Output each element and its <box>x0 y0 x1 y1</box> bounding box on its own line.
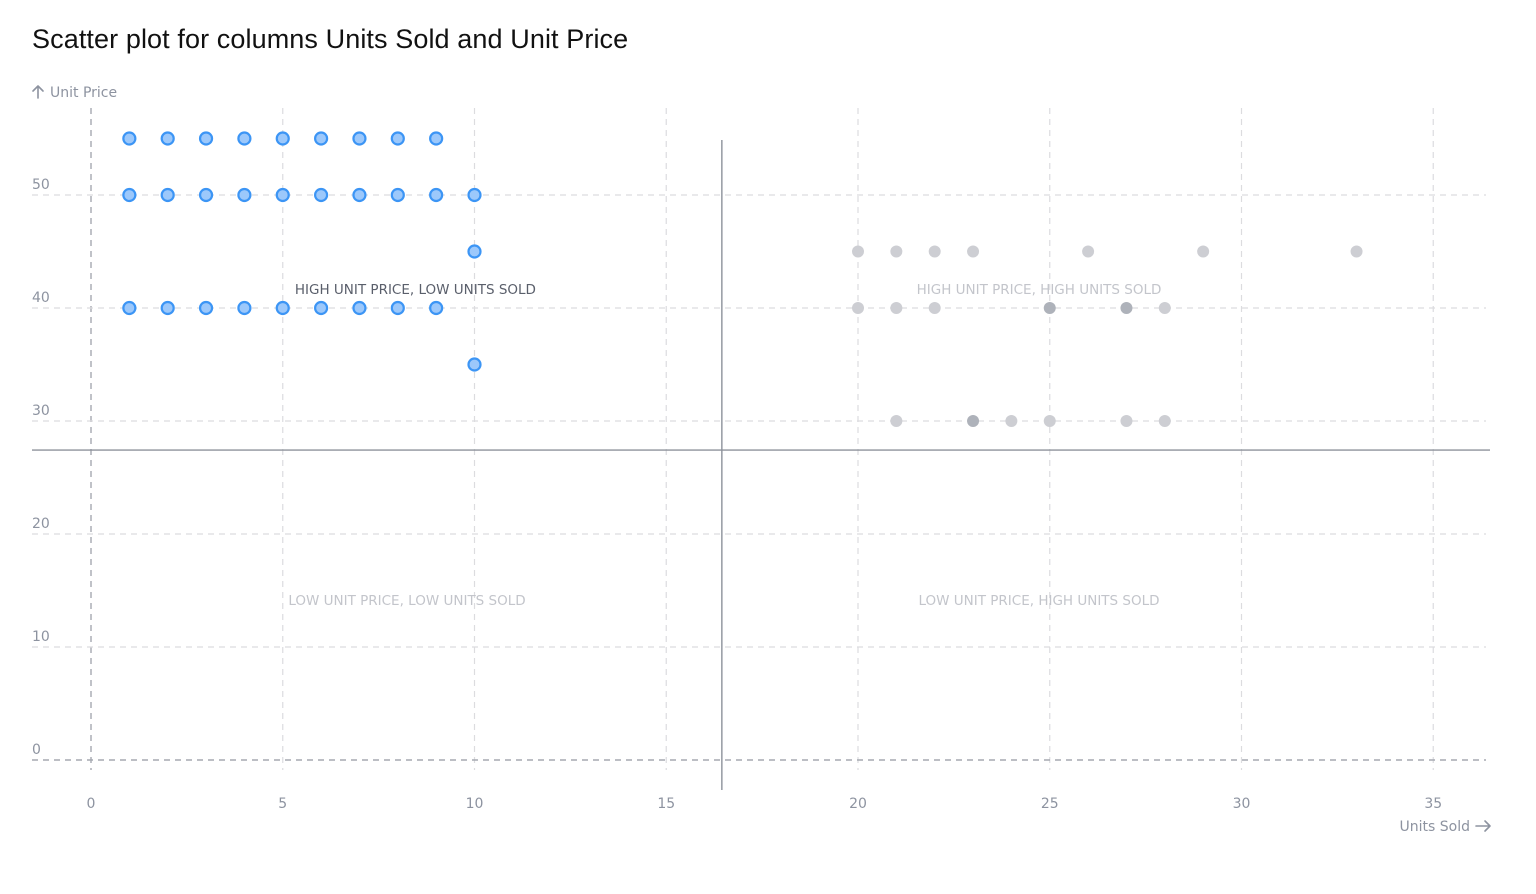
data-point-muted[interactable] <box>1005 415 1018 427</box>
y-tick-label: 20 <box>32 516 50 532</box>
data-point-highlighted[interactable] <box>275 131 290 146</box>
data-point-muted[interactable] <box>1350 245 1363 258</box>
data-point-muted[interactable] <box>852 302 864 314</box>
data-point-highlighted[interactable] <box>429 300 444 316</box>
data-point-highlighted[interactable] <box>352 131 367 146</box>
data-point-highlighted[interactable] <box>429 131 444 146</box>
data-point-highlighted[interactable] <box>237 187 252 203</box>
data-point-muted[interactable] <box>967 245 980 258</box>
data-point-highlighted[interactable] <box>275 187 290 203</box>
y-tick-label: 0 <box>32 742 41 758</box>
data-point-highlighted[interactable] <box>352 300 367 316</box>
quadrant-label-top-left: HIGH UNIT PRICE, LOW UNITS SOLD <box>295 282 536 298</box>
x-axis-label: Units Sold <box>1400 819 1470 835</box>
chart-title: Scatter plot for columns Units Sold and … <box>32 24 629 54</box>
y-axis-label: Unit Price <box>50 85 117 101</box>
data-point-muted[interactable] <box>1197 245 1210 258</box>
arrow-up-icon <box>32 85 44 99</box>
data-point-highlighted[interactable] <box>467 357 482 372</box>
data-point-muted[interactable] <box>852 245 864 258</box>
x-tick-label: 10 <box>466 796 484 812</box>
data-point-muted[interactable] <box>1043 302 1056 314</box>
data-point-highlighted[interactable] <box>198 300 214 316</box>
y-tick-label: 10 <box>32 629 50 645</box>
data-point-muted[interactable] <box>890 302 903 314</box>
quadrant-dividers <box>32 140 1490 790</box>
data-point-highlighted[interactable] <box>429 187 444 203</box>
data-point-highlighted[interactable] <box>352 187 367 203</box>
data-point-muted[interactable] <box>1158 302 1171 314</box>
axis-ticks: 0 5 10 15 20 25 30 35 0 10 20 30 40 50 <box>32 177 1442 812</box>
x-axis-title: Units Sold <box>1400 819 1491 835</box>
y-tick-label: 30 <box>32 403 50 419</box>
data-point-muted[interactable] <box>967 415 980 427</box>
data-point-highlighted[interactable] <box>390 131 405 146</box>
x-tick-label: 0 <box>87 796 96 812</box>
x-tick-label: 20 <box>849 796 867 812</box>
data-point-muted[interactable] <box>928 302 941 314</box>
data-point-highlighted[interactable] <box>160 131 175 146</box>
quadrant-label-bottom-right: LOW UNIT PRICE, HIGH UNITS SOLD <box>918 593 1159 609</box>
arrow-right-icon <box>1475 820 1491 832</box>
data-point-highlighted[interactable] <box>122 300 137 316</box>
data-point-highlighted[interactable] <box>237 131 252 146</box>
grid-lines <box>32 108 1486 770</box>
data-point-highlighted[interactable] <box>122 187 137 203</box>
data-point-highlighted[interactable] <box>198 187 214 203</box>
quadrant-label-bottom-left: LOW UNIT PRICE, LOW UNITS SOLD <box>288 593 525 609</box>
quadrant-label-top-right: HIGH UNIT PRICE, HIGH UNITS SOLD <box>917 282 1162 298</box>
data-point-highlighted[interactable] <box>198 131 214 146</box>
x-tick-label: 15 <box>657 796 675 812</box>
data-point-highlighted[interactable] <box>390 300 405 316</box>
data-point-highlighted[interactable] <box>467 244 482 259</box>
data-point-highlighted[interactable] <box>237 300 252 316</box>
data-point-muted[interactable] <box>1120 415 1133 427</box>
data-point-highlighted[interactable] <box>314 300 329 316</box>
data-point-muted[interactable] <box>1043 415 1056 427</box>
data-point-highlighted[interactable] <box>390 187 405 203</box>
y-tick-label: 40 <box>32 290 50 306</box>
x-tick-label: 35 <box>1424 796 1442 812</box>
data-point-muted[interactable] <box>928 245 941 258</box>
data-point-muted[interactable] <box>1158 415 1171 427</box>
data-point-highlighted[interactable] <box>160 300 175 316</box>
data-point-highlighted[interactable] <box>160 187 175 203</box>
data-point-highlighted[interactable] <box>314 187 329 203</box>
data-point-muted[interactable] <box>1120 302 1133 314</box>
data-point-highlighted[interactable] <box>314 131 329 146</box>
data-point-muted[interactable] <box>890 415 903 427</box>
data-point-highlighted[interactable] <box>122 131 137 146</box>
data-point-highlighted[interactable] <box>467 187 482 203</box>
x-tick-label: 25 <box>1041 796 1059 812</box>
y-tick-label: 50 <box>32 177 50 193</box>
x-tick-label: 5 <box>278 796 287 812</box>
data-points <box>122 131 1363 427</box>
data-point-muted[interactable] <box>890 245 903 258</box>
x-tick-label: 30 <box>1233 796 1251 812</box>
quadrant-labels: HIGH UNIT PRICE, LOW UNITS SOLD HIGH UNIT… <box>288 282 1161 609</box>
data-point-muted[interactable] <box>1082 245 1095 258</box>
data-point-highlighted[interactable] <box>275 300 290 316</box>
y-axis-title: Unit Price <box>32 85 117 101</box>
